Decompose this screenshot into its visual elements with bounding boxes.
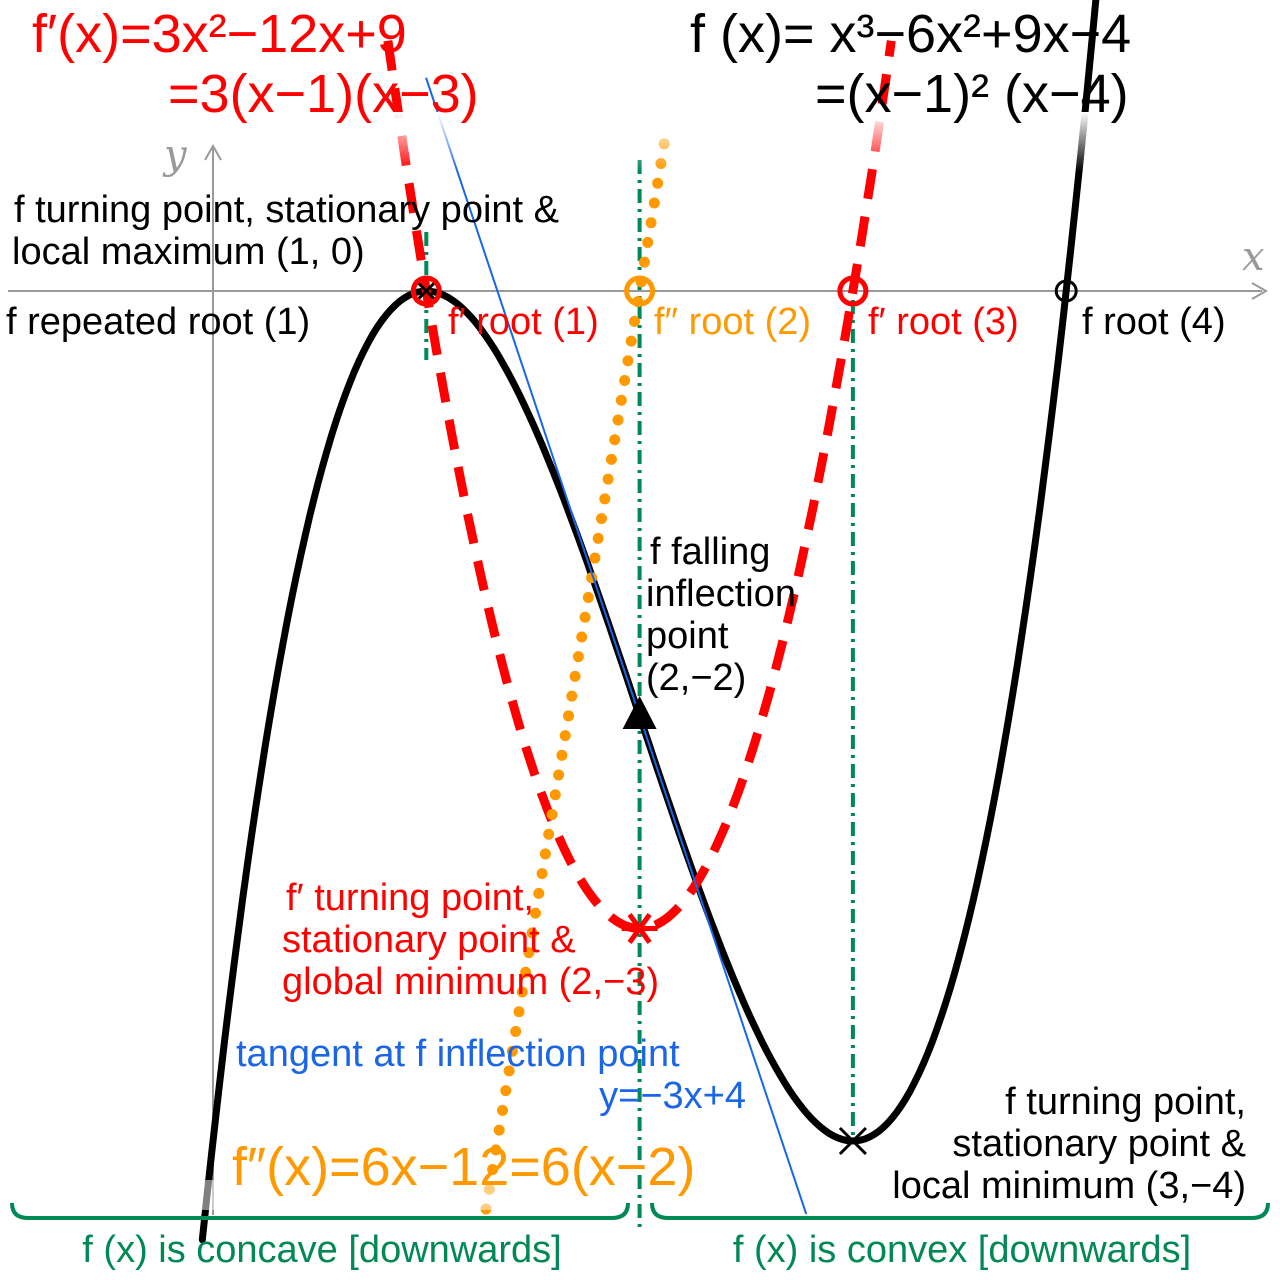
convex-label: f (x) is convex [downwards] [733, 1229, 1191, 1271]
series-line-1 [383, 40, 896, 934]
inflection-label-line3: point [646, 615, 729, 657]
inflection-label-line2: inflection [646, 573, 796, 615]
marker-1 [410, 275, 442, 307]
axes [8, 143, 1269, 1215]
repeated-root-label: f repeated root (1) [6, 301, 310, 343]
local-min-label-line3: local minimum (3,−4) [892, 1165, 1246, 1207]
inflection-label-line4: (2,−2) [646, 657, 746, 699]
fprime-root1-label: f′ root (1) [448, 301, 599, 343]
series-line-3 [425, 77, 807, 1215]
fprime-root3-label: f′ root (3) [868, 301, 1019, 343]
x-axis-label: x [1242, 234, 1265, 280]
tangent-label-line1: tangent at f inflection point [236, 1033, 680, 1075]
local-max-label-line1: f turning point, stationary point & [14, 189, 559, 231]
markers-group [410, 275, 1078, 1156]
f-equation-line2: =(x−1)² (x−4) [815, 64, 1129, 124]
f-root4-label: f root (4) [1082, 301, 1226, 343]
fprime-min-label-line3: global minimum (2,−3) [282, 961, 659, 1003]
convex-brace [650, 1202, 1270, 1220]
x-axis-arrow [1251, 282, 1269, 300]
marker-6 [621, 913, 658, 944]
local-min-label-line1: f turning point, [1005, 1081, 1246, 1123]
marker-5 [622, 696, 657, 729]
top-fade [380, 112, 1100, 172]
fdouble-root-label: f″ root (2) [654, 301, 811, 343]
fdouble-equation: f″(x)=6x−12=6(x−2) [232, 1137, 695, 1197]
f-equation-line1: f (x)= x³−6x²+9x−4 [690, 4, 1131, 64]
local-max-label-line2: local maximum (1, 0) [12, 231, 365, 273]
tangent-label-line2: y=−3x+4 [599, 1075, 746, 1117]
fprime-equation-line2: =3(x−1)(x−3) [168, 64, 479, 124]
inflection-label-line1: f falling [650, 531, 770, 573]
series-group [198, 0, 1100, 1244]
marker-7 [838, 1126, 867, 1156]
marker-2 [624, 275, 656, 307]
concave-brace [10, 1202, 630, 1220]
local-min-label-line2: stationary point & [952, 1123, 1246, 1165]
y-axis-arrow [204, 143, 222, 161]
fprime-equation-line1: f′(x)=3x²−12x+9 [32, 4, 407, 64]
concave-label: f (x) is concave [downwards] [82, 1229, 561, 1271]
y-axis-label: y [162, 132, 188, 178]
marker-4 [1054, 279, 1078, 303]
marker-3 [837, 275, 869, 307]
fprime-min-label-line1: f′ turning point, [286, 877, 534, 919]
marker-0 [414, 278, 439, 304]
bottom-fade [190, 1180, 510, 1210]
fprime-min-label-line2: stationary point & [282, 919, 576, 961]
